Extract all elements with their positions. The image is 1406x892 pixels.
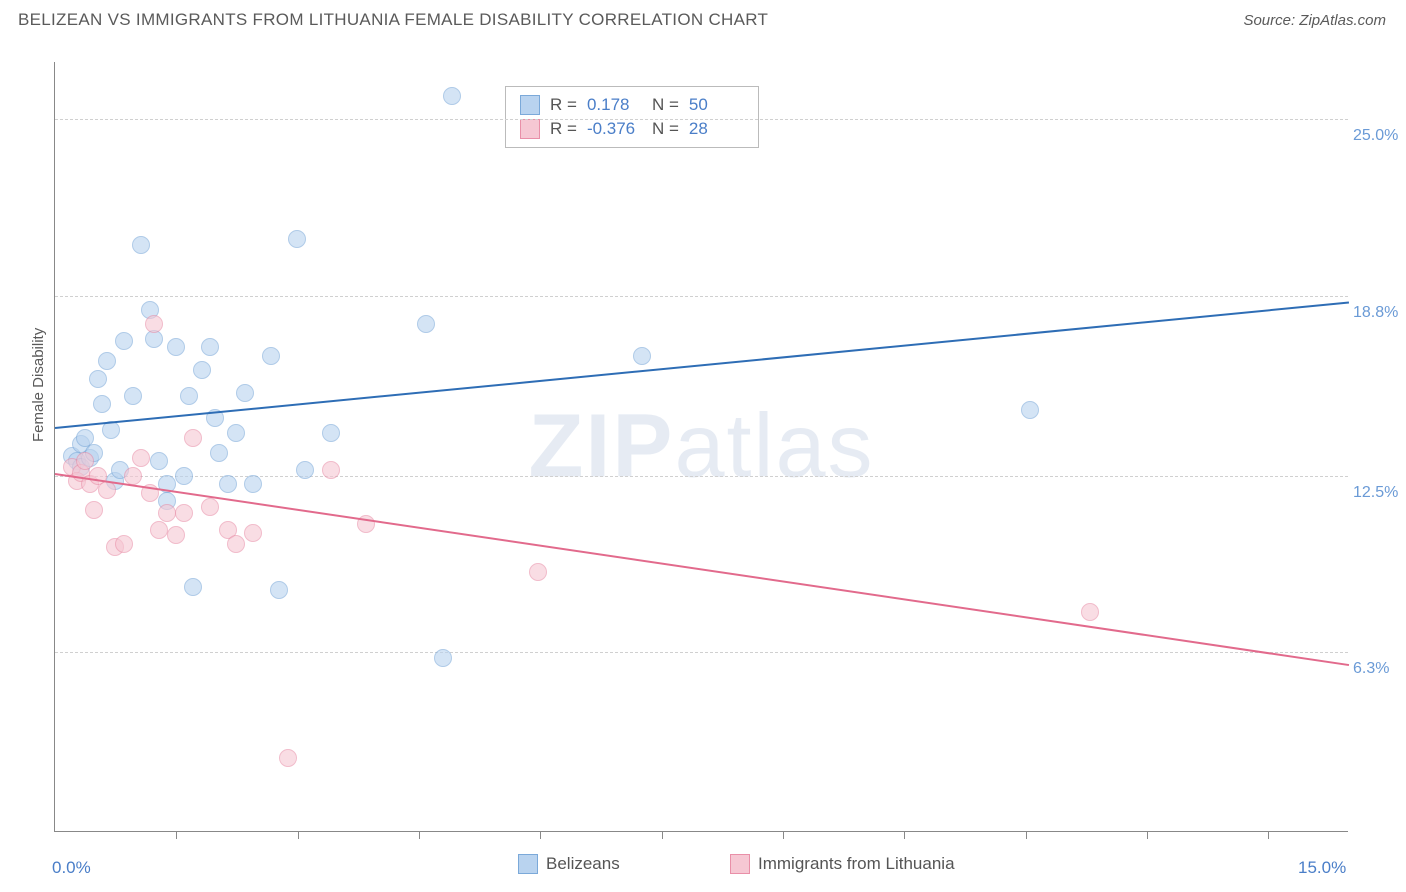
scatter-point — [175, 504, 193, 522]
stats-r-label: R = — [550, 95, 577, 115]
scatter-point — [167, 526, 185, 544]
x-tick — [176, 831, 177, 839]
trend-line — [55, 302, 1349, 429]
scatter-point — [244, 524, 262, 542]
scatter-point — [93, 395, 111, 413]
scatter-point — [443, 87, 461, 105]
gridline-h — [55, 296, 1348, 297]
gridline-h — [55, 119, 1348, 120]
scatter-point — [227, 424, 245, 442]
x-tick — [1268, 831, 1269, 839]
watermark: ZIPatlas — [528, 395, 874, 498]
legend-label: Belizeans — [546, 854, 620, 874]
x-max-label: 15.0% — [1298, 858, 1346, 878]
stats-n-label: N = — [652, 119, 679, 139]
scatter-point — [150, 521, 168, 539]
watermark-light: atlas — [674, 396, 874, 496]
scatter-point — [262, 347, 280, 365]
y-tick-label: 18.8% — [1353, 304, 1406, 322]
stats-n-value: 50 — [689, 95, 744, 115]
scatter-point — [184, 429, 202, 447]
x-min-label: 0.0% — [52, 858, 91, 878]
scatter-point — [322, 424, 340, 442]
scatter-point — [529, 563, 547, 581]
trend-line — [55, 473, 1349, 666]
scatter-point — [227, 535, 245, 553]
scatter-point — [279, 749, 297, 767]
y-tick-label: 6.3% — [1353, 660, 1406, 678]
chart-container: Female Disability ZIPatlas R = 0.178 N =… — [18, 42, 1388, 872]
x-tick — [540, 831, 541, 839]
scatter-point — [322, 461, 340, 479]
y-tick-label: 12.5% — [1353, 484, 1406, 502]
x-tick — [298, 831, 299, 839]
stats-row: R = 0.178 N = 50 — [520, 93, 744, 117]
scatter-point — [270, 581, 288, 599]
scatter-point — [150, 452, 168, 470]
x-tick — [1147, 831, 1148, 839]
chart-source: Source: ZipAtlas.com — [1243, 12, 1386, 29]
watermark-bold: ZIP — [528, 396, 674, 496]
x-tick — [783, 831, 784, 839]
scatter-point — [180, 387, 198, 405]
scatter-point — [184, 578, 202, 596]
y-tick-label: 25.0% — [1353, 127, 1406, 145]
x-tick — [662, 831, 663, 839]
scatter-point — [145, 315, 163, 333]
scatter-point — [296, 461, 314, 479]
scatter-point — [244, 475, 262, 493]
legend-swatch — [520, 95, 540, 115]
scatter-point — [115, 332, 133, 350]
legend-swatch — [730, 854, 750, 874]
scatter-point — [132, 236, 150, 254]
stats-r-value: -0.376 — [587, 119, 642, 139]
stats-row: R = -0.376 N = 28 — [520, 117, 744, 141]
scatter-point — [115, 535, 133, 553]
scatter-point — [201, 498, 219, 516]
legend-item: Belizeans — [518, 854, 620, 874]
legend-label: Immigrants from Lithuania — [758, 854, 955, 874]
stats-box: R = 0.178 N = 50R = -0.376 N = 28 — [505, 86, 759, 148]
chart-header: BELIZEAN VS IMMIGRANTS FROM LITHUANIA FE… — [0, 0, 1406, 36]
scatter-point — [288, 230, 306, 248]
scatter-point — [167, 338, 185, 356]
stats-n-value: 28 — [689, 119, 744, 139]
legend-swatch — [520, 119, 540, 139]
x-tick — [1026, 831, 1027, 839]
scatter-point — [124, 387, 142, 405]
scatter-point — [633, 347, 651, 365]
x-tick — [904, 831, 905, 839]
scatter-point — [236, 384, 254, 402]
scatter-point — [434, 649, 452, 667]
legend-item: Immigrants from Lithuania — [730, 854, 955, 874]
chart-title: BELIZEAN VS IMMIGRANTS FROM LITHUANIA FE… — [18, 10, 768, 30]
scatter-point — [175, 467, 193, 485]
stats-r-value: 0.178 — [587, 95, 642, 115]
scatter-point — [1021, 401, 1039, 419]
scatter-point — [124, 467, 142, 485]
stats-r-label: R = — [550, 119, 577, 139]
scatter-point — [132, 449, 150, 467]
scatter-point — [210, 444, 228, 462]
scatter-point — [193, 361, 211, 379]
scatter-point — [201, 338, 219, 356]
scatter-point — [417, 315, 435, 333]
scatter-point — [158, 504, 176, 522]
stats-n-label: N = — [652, 95, 679, 115]
y-axis-label: Female Disability — [30, 328, 47, 442]
plot-area: ZIPatlas R = 0.178 N = 50R = -0.376 N = … — [54, 62, 1348, 832]
scatter-point — [1081, 603, 1099, 621]
legend-swatch — [518, 854, 538, 874]
scatter-point — [89, 370, 107, 388]
gridline-h — [55, 652, 1348, 653]
scatter-point — [85, 501, 103, 519]
scatter-point — [219, 475, 237, 493]
scatter-point — [98, 352, 116, 370]
x-tick — [419, 831, 420, 839]
